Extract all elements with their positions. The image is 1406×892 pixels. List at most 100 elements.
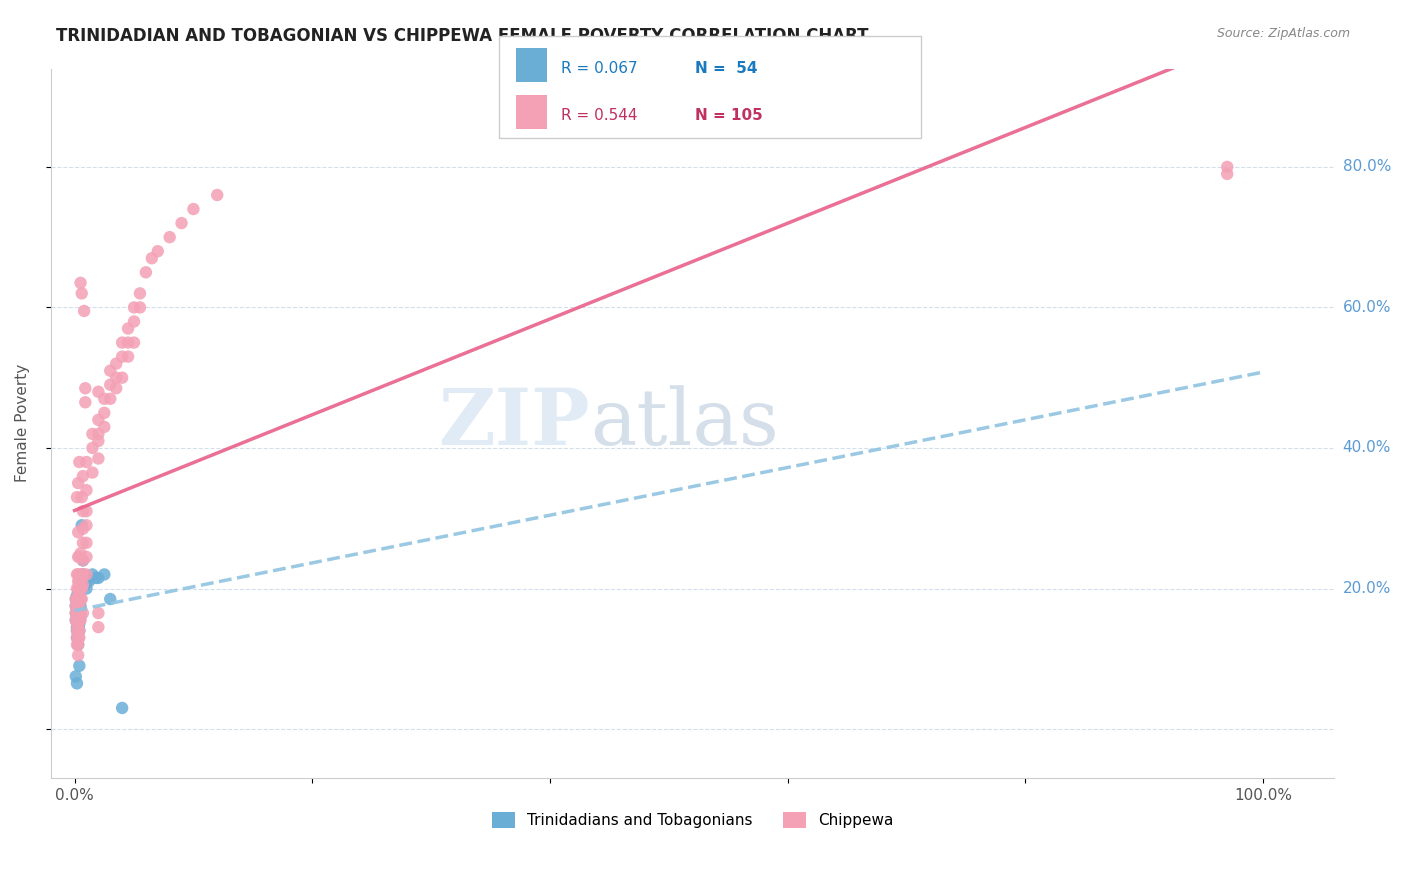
Point bbox=[65, 606, 87, 620]
Point bbox=[98, 377, 121, 392]
Text: N = 105: N = 105 bbox=[695, 109, 762, 123]
Point bbox=[67, 609, 90, 624]
Point bbox=[159, 230, 181, 244]
Point bbox=[67, 631, 90, 645]
Point bbox=[67, 631, 90, 645]
Point bbox=[67, 658, 90, 673]
Point bbox=[67, 609, 90, 624]
Point bbox=[66, 599, 89, 613]
Point bbox=[87, 384, 110, 399]
Point bbox=[67, 602, 90, 616]
Point bbox=[70, 518, 93, 533]
Text: TRINIDADIAN AND TOBAGONIAN VS CHIPPEWA FEMALE POVERTY CORRELATION CHART: TRINIDADIAN AND TOBAGONIAN VS CHIPPEWA F… bbox=[56, 27, 869, 45]
Point bbox=[93, 392, 115, 406]
Point bbox=[65, 592, 87, 607]
Point bbox=[67, 620, 90, 634]
Point bbox=[129, 301, 152, 315]
Text: 80.0%: 80.0% bbox=[1343, 160, 1391, 175]
Point bbox=[66, 620, 89, 634]
Point bbox=[66, 606, 89, 620]
Point bbox=[67, 616, 90, 631]
Point bbox=[67, 525, 90, 540]
Point bbox=[67, 638, 90, 652]
Point bbox=[67, 589, 90, 603]
Point bbox=[67, 592, 90, 607]
Point bbox=[67, 638, 90, 652]
Point bbox=[67, 549, 90, 564]
Point bbox=[76, 582, 98, 596]
Point bbox=[72, 574, 94, 589]
Point bbox=[67, 606, 90, 620]
Point bbox=[72, 522, 94, 536]
Point bbox=[70, 571, 93, 585]
Point bbox=[69, 613, 91, 627]
Point bbox=[66, 616, 89, 631]
Point bbox=[87, 451, 110, 466]
Point bbox=[67, 624, 90, 638]
Point bbox=[76, 518, 98, 533]
Point bbox=[67, 613, 90, 627]
Point bbox=[66, 631, 89, 645]
Point bbox=[67, 606, 90, 620]
Point bbox=[76, 549, 98, 564]
Point bbox=[111, 370, 134, 384]
Point bbox=[66, 613, 89, 627]
Point bbox=[82, 466, 104, 480]
Point bbox=[183, 202, 205, 216]
Point bbox=[72, 578, 94, 592]
Point bbox=[170, 216, 193, 230]
Point bbox=[67, 624, 90, 638]
Text: N =  54: N = 54 bbox=[695, 62, 756, 76]
Point bbox=[67, 574, 90, 589]
Point bbox=[1216, 160, 1239, 174]
Point bbox=[67, 582, 90, 596]
Point bbox=[67, 616, 90, 631]
Point bbox=[69, 592, 91, 607]
Point bbox=[76, 455, 98, 469]
Point bbox=[72, 504, 94, 518]
Point bbox=[146, 244, 169, 259]
Point bbox=[98, 364, 121, 378]
Point bbox=[69, 592, 91, 607]
Text: 20.0%: 20.0% bbox=[1343, 581, 1391, 596]
Point bbox=[67, 631, 90, 645]
Point bbox=[75, 571, 97, 585]
Text: R = 0.067: R = 0.067 bbox=[561, 62, 637, 76]
Point bbox=[65, 613, 87, 627]
Point bbox=[73, 578, 96, 592]
Point bbox=[67, 476, 90, 491]
Point bbox=[67, 602, 90, 616]
Point bbox=[82, 441, 104, 455]
Point bbox=[75, 395, 97, 409]
Point bbox=[87, 620, 110, 634]
Point bbox=[205, 188, 228, 202]
Point bbox=[69, 276, 91, 290]
Point bbox=[67, 616, 90, 631]
Point bbox=[67, 567, 90, 582]
Point bbox=[69, 571, 91, 585]
Text: R = 0.544: R = 0.544 bbox=[561, 109, 637, 123]
Point bbox=[69, 602, 91, 616]
Point bbox=[67, 596, 90, 610]
Point bbox=[105, 370, 128, 384]
Point bbox=[66, 613, 89, 627]
Point bbox=[66, 624, 89, 638]
Point bbox=[67, 624, 90, 638]
Point bbox=[70, 286, 93, 301]
Point bbox=[67, 585, 90, 599]
Point bbox=[76, 504, 98, 518]
Point bbox=[72, 536, 94, 550]
Point bbox=[67, 574, 90, 589]
Point bbox=[65, 599, 87, 613]
Y-axis label: Female Poverty: Female Poverty bbox=[15, 364, 30, 483]
Point bbox=[67, 589, 90, 603]
Point bbox=[67, 582, 90, 596]
Point bbox=[67, 592, 90, 607]
Point bbox=[65, 592, 87, 607]
Legend: Trinidadians and Tobagonians, Chippewa: Trinidadians and Tobagonians, Chippewa bbox=[485, 806, 900, 834]
Point bbox=[66, 567, 89, 582]
Point bbox=[67, 609, 90, 624]
Text: 40.0%: 40.0% bbox=[1343, 441, 1391, 456]
Point bbox=[87, 606, 110, 620]
Point bbox=[87, 426, 110, 441]
